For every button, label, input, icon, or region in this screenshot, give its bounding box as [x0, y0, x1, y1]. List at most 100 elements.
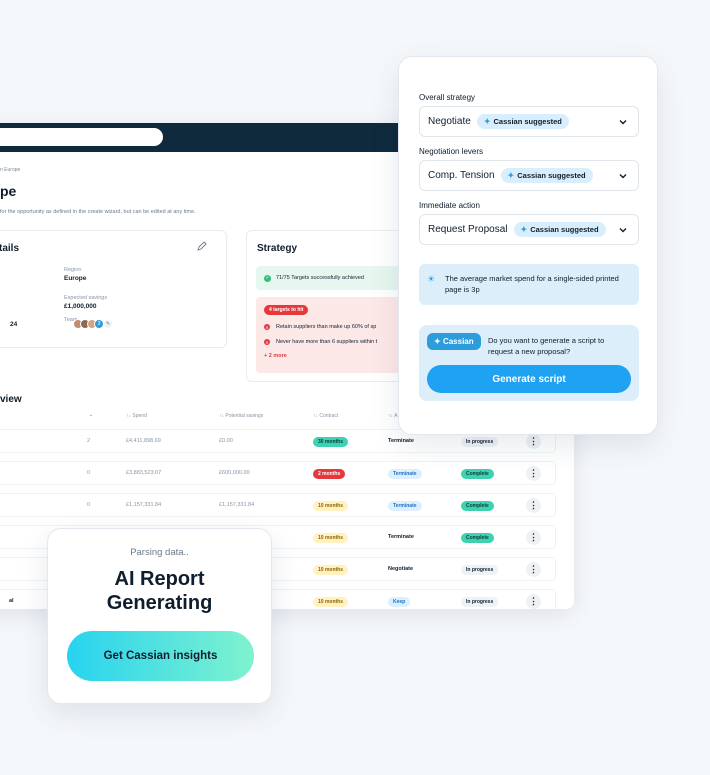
column-header-action[interactable]: ↑↓ A — [388, 413, 398, 419]
details-card: tails Region Europe Expected savings £1,… — [0, 230, 227, 348]
strategy-panel: Overall strategy Negotiate ✦ Cassian sugg… — [398, 56, 658, 435]
more-options-icon[interactable]: ⋮ — [526, 498, 541, 513]
immediate-action-label: Immediate action — [419, 201, 480, 210]
table-row[interactable]: 0 £1,157,331.84 £1,157,331.84 10 months … — [0, 493, 556, 517]
chevron-down-icon[interactable] — [618, 225, 628, 235]
action-badge: Keep — [388, 597, 411, 607]
badge-label: Cassian suggested — [493, 117, 562, 126]
strategy-heading: Strategy — [257, 243, 298, 254]
column-header-savings[interactable]: ↑↓ Potential savings — [219, 413, 264, 419]
report-title: AI Report Generating — [48, 567, 271, 615]
action-badge: Terminate — [388, 469, 422, 479]
region-label: Region — [64, 267, 82, 273]
action-badge: Terminate — [388, 501, 422, 511]
chevron-down-icon[interactable] — [618, 117, 628, 127]
generate-question: Do you want to generate a script to requ… — [488, 336, 605, 356]
negotiation-levers-label: Negotiation levers — [419, 147, 484, 156]
targets-badge: 4 targets to hit — [264, 305, 309, 315]
targets-box: 4 targets to hit ✕ Retain suppliers than… — [256, 297, 406, 373]
immediate-action-select[interactable]: Request Proposal ✦ Cassian suggested — [419, 214, 639, 245]
immediate-action-value: Request Proposal — [428, 224, 508, 235]
contract-badge: 30 months — [313, 437, 349, 447]
tip-text: The average market spend for a single-si… — [445, 274, 619, 294]
column-header-spend[interactable]: ↑↓ Spend — [126, 413, 147, 419]
close-icon: ✕ — [264, 324, 270, 330]
status-badge: In progress — [461, 437, 499, 447]
comment-count: 0 — [87, 502, 91, 508]
breadcrumb[interactable]: n Europe — [0, 167, 21, 173]
more-options-icon[interactable]: ⋮ — [526, 466, 541, 481]
badge-label: Cassian suggested — [530, 225, 599, 234]
strategy-card: Strategy ✓ 71/75 Targets successfully ac… — [246, 230, 406, 382]
parsing-status: Parsing data.. — [130, 547, 189, 558]
more-options-icon[interactable]: ⋮ — [526, 562, 541, 577]
success-text: 71/75 Targets successfully achieved — [276, 275, 364, 281]
row-name: al — [9, 598, 14, 604]
status-badge: Complete — [461, 469, 494, 479]
negotiation-levers-value: Comp. Tension — [428, 170, 495, 181]
chevron-down-icon[interactable] — [618, 171, 628, 181]
status-badge: In progress — [461, 597, 499, 607]
ai-report-card: Parsing data.. AI Report Generating Get … — [47, 528, 272, 704]
more-link[interactable]: + 2 more — [264, 353, 287, 359]
region-field: Region Europe — [64, 267, 86, 282]
comment-count: 2 — [87, 438, 91, 444]
team-avatars[interactable]: 3 ✎ — [73, 319, 113, 329]
action-cell: Terminate — [388, 534, 414, 540]
more-options-icon[interactable]: ⋮ — [526, 434, 541, 449]
insight-tip: ☀ The average market spend for a single-… — [419, 264, 639, 305]
cassian-suggested-badge: ✦ Cassian suggested — [513, 222, 606, 237]
date-value: 24 — [10, 321, 18, 328]
target-text: Never have more than 6 suppliers within … — [276, 339, 378, 345]
target-item: ✕ Retain suppliers than make up 60% of s… — [264, 324, 398, 330]
contract-badge: 10 months — [313, 597, 349, 607]
comments-icon: ▪ — [90, 413, 92, 419]
get-insights-button[interactable]: Get Cassian insights — [67, 631, 254, 681]
savings-field: Expected savings £1,000,000 — [64, 295, 107, 310]
cassian-label: Cassian — [442, 337, 474, 346]
more-options-icon[interactable]: ⋮ — [526, 530, 541, 545]
spend-cell: £4,411,898.69 — [126, 438, 161, 444]
spend-cell: £3,883,523.07 — [126, 470, 162, 476]
generate-script-button[interactable]: Generate script — [427, 365, 631, 393]
sparkle-icon: ✦ — [520, 225, 528, 234]
savings-cell: £0.00 — [219, 438, 233, 444]
contract-badge: 2 months — [313, 469, 346, 479]
cassian-badge: ✦ Cassian — [427, 333, 481, 350]
action-cell: Negotiate — [388, 566, 414, 572]
details-heading: tails — [0, 243, 20, 254]
status-badge: Complete — [461, 501, 494, 511]
badge-label: Cassian suggested — [517, 171, 586, 180]
table-header: ▪ ↑↓ Spend ↑↓ Potential savings ↑↓ Contr… — [0, 413, 560, 423]
edit-team-icon[interactable]: ✎ — [103, 319, 113, 329]
savings-label: Expected savings — [64, 295, 108, 301]
overall-strategy-select[interactable]: Negotiate ✦ Cassian suggested — [419, 106, 639, 137]
close-icon: ✕ — [264, 339, 270, 345]
overall-strategy-label: Overall strategy — [419, 93, 476, 102]
cassian-suggested-badge: ✦ Cassian suggested — [500, 168, 593, 183]
status-badge: Complete — [461, 533, 494, 543]
contract-badge: 10 months — [313, 565, 349, 575]
script-generator: ✦ Cassian Do you want to generate a scri… — [419, 325, 639, 401]
sparkle-icon: ✦ — [507, 171, 515, 180]
success-banner: ✓ 71/75 Targets successfully achieved — [256, 266, 406, 290]
more-options-icon[interactable]: ⋮ — [526, 594, 541, 609]
cassian-suggested-badge: ✦ Cassian suggested — [476, 114, 569, 129]
page-title: pe — [0, 183, 17, 199]
overall-strategy-value: Negotiate — [428, 116, 471, 127]
pencil-icon[interactable] — [197, 241, 207, 251]
table-row[interactable]: 0 £3,883,523.07 £600,000.00 2 months Ter… — [0, 461, 556, 485]
savings-cell: £1,157,331.84 — [219, 502, 255, 508]
report-title-line2: Generating — [106, 592, 213, 614]
sparkle-icon: ✦ — [483, 117, 491, 126]
team-label: Team — [64, 317, 78, 323]
report-title-line1: AI Report — [114, 568, 205, 590]
search-input[interactable] — [0, 128, 163, 146]
column-header-contract[interactable]: ↑↓ Contract — [313, 413, 339, 419]
contract-badge: 10 months — [313, 501, 349, 511]
check-icon: ✓ — [264, 274, 271, 282]
page-subtitle: for the opportunity as defined in the cr… — [0, 209, 196, 215]
negotiation-levers-select[interactable]: Comp. Tension ✦ Cassian suggested — [419, 160, 639, 191]
target-text: Retain suppliers than make up 60% of sp — [276, 324, 377, 330]
savings-cell: £600,000.00 — [219, 470, 250, 476]
